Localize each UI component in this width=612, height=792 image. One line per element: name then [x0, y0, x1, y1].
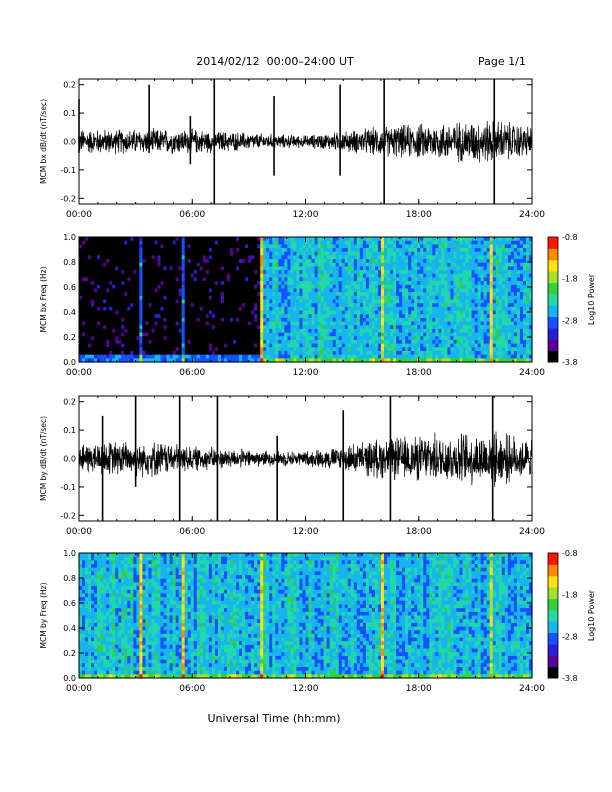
spectrogram-cells	[79, 237, 533, 363]
x-tick-label: 06:00	[179, 210, 205, 220]
colorbar-tick-label: -2.8	[562, 316, 578, 325]
y-tick-label: 1.0	[63, 549, 76, 558]
x-tick-label: 12:00	[293, 527, 319, 537]
panel-by-timeseries: 00:00 06:00 12:00 18:00 24:00 0.2 0.1 0.0 -0.1 -0…	[39, 395, 545, 537]
x-axis-title: Universal Time (hh:mm)	[208, 712, 341, 725]
colorbar-tick-label: -1.8	[562, 591, 578, 600]
y-axis-label: MCM by dB/dt (nT/sec)	[39, 416, 48, 501]
y-tick-label: -0.1	[60, 483, 76, 492]
colorbar-segment	[548, 237, 558, 249]
colorbar-tick-label: -3.8	[562, 674, 578, 683]
y-tick-label: 0.0	[63, 674, 76, 683]
y-tick-label: 0.2	[63, 398, 76, 407]
x-tick-label: 12:00	[293, 368, 319, 378]
colorbar-segment	[548, 587, 558, 599]
colorbar-segment	[548, 271, 558, 283]
colorbar-label: Log10 Power	[587, 273, 596, 325]
y-axis-label: MCM bx dB/dt (nT/sec)	[39, 99, 48, 184]
y-tick-label: 0.4	[63, 308, 76, 317]
x-tick-label: 06:00	[179, 368, 205, 378]
x-tick-label: 18:00	[406, 210, 432, 220]
colorbar-frame	[547, 552, 559, 679]
colorbar-bx: -0.8 -1.8 -2.8 -3.8 Log10 Power	[547, 233, 596, 367]
colorbar-frame	[547, 236, 559, 363]
panel-by-spectrogram: 00:00 06:00 12:00 18:00 24:00 1.0 0.8 0.6 0.4 0.2…	[39, 549, 545, 694]
colorbar-segment	[548, 316, 558, 329]
x-tick-label: 06:00	[179, 684, 205, 694]
y-tick-label: 0.6	[63, 599, 76, 608]
colorbar-segment	[548, 293, 558, 306]
colorbar-segment	[548, 248, 558, 261]
colorbar-by: -0.8 -1.8 -2.8 -3.8 Log10 Power	[547, 549, 596, 683]
colorbar-segment	[548, 621, 558, 634]
colorbar-segment	[548, 575, 558, 588]
dbdt-trace	[78, 120, 533, 163]
y-tick-label: 1.0	[63, 233, 76, 242]
x-tick-label: 18:00	[406, 527, 432, 537]
colorbar-label: Log10 Power	[587, 589, 596, 641]
colorbar-segment	[548, 339, 558, 352]
y-tick-label: 0.6	[63, 283, 76, 292]
page-number: Page 1/1	[478, 55, 526, 68]
x-tick-label: 06:00	[179, 527, 205, 537]
y-tick-label: -0.2	[60, 511, 76, 520]
y-tick-label: 0.8	[63, 574, 76, 583]
colorbar-tick-label: -1.8	[562, 275, 578, 284]
y-tick-label: 0.0	[63, 138, 76, 147]
x-tick-label: 24:00	[519, 684, 545, 694]
x-tick-label: 00:00	[66, 368, 92, 378]
colorbar-segment	[548, 655, 558, 668]
y-tick-label: 0.8	[63, 258, 76, 267]
y-axis-label: MCM by Freq (Hz)	[39, 582, 48, 648]
colorbar-segment	[548, 666, 558, 679]
y-tick-label: 0.2	[63, 649, 76, 658]
colorbar-segment	[548, 564, 558, 577]
x-tick-label: 24:00	[519, 368, 545, 378]
y-axis-label: MCM bx Freq (Hz)	[39, 266, 48, 332]
y-tick-label: 0.4	[63, 624, 76, 633]
colorbar-segment	[548, 643, 558, 656]
colorbar-segment	[548, 553, 558, 565]
colorbar-segment	[548, 259, 558, 272]
colorbar-segment	[548, 305, 558, 318]
colorbar-tick-label: -0.8	[562, 549, 578, 558]
x-tick-label: 12:00	[293, 210, 319, 220]
figure-title: 2014/02/12 00:00–24:00 UT	[196, 55, 354, 68]
x-tick-label: 18:00	[406, 684, 432, 694]
x-tick-label: 24:00	[519, 210, 545, 220]
spectrogram-cells	[79, 553, 533, 679]
y-tick-label: -0.2	[60, 194, 76, 203]
x-tick-label: 00:00	[66, 684, 92, 694]
colorbar-segment	[548, 350, 558, 363]
colorbar-segment	[548, 282, 558, 295]
x-tick-label: 24:00	[519, 527, 545, 537]
colorbar-tick-label: -0.8	[562, 233, 578, 242]
panel-bx-timeseries: 00:00 06:00 12:00 18:00 24:00 0.2 0.1 0.0 -0.1 -0…	[39, 78, 545, 220]
y-tick-label: 0.1	[63, 426, 76, 435]
y-tick-label: -0.1	[60, 166, 76, 175]
dbdt-trace	[78, 429, 533, 487]
colorbar-tick-label: -3.8	[562, 358, 578, 367]
colorbar-segment	[548, 327, 558, 340]
x-tick-label: 12:00	[293, 684, 319, 694]
x-tick-label: 18:00	[406, 368, 432, 378]
colorbar-segment	[548, 598, 558, 611]
panel-bx-spectrogram: 00:00 06:00 12:00 18:00 24:00 1.0 0.8 0.6 0.4 0.2…	[39, 233, 545, 378]
colorbar-segment	[548, 632, 558, 645]
y-tick-label: 0.2	[63, 81, 76, 90]
y-tick-label: 0.0	[63, 455, 76, 464]
y-tick-label: 0.0	[63, 358, 76, 367]
x-tick-label: 00:00	[66, 210, 92, 220]
x-tick-label: 00:00	[66, 527, 92, 537]
y-tick-label: 0.2	[63, 333, 76, 342]
colorbar-tick-label: -2.8	[562, 632, 578, 641]
y-tick-label: 0.1	[63, 109, 76, 118]
colorbar-segment	[548, 609, 558, 622]
